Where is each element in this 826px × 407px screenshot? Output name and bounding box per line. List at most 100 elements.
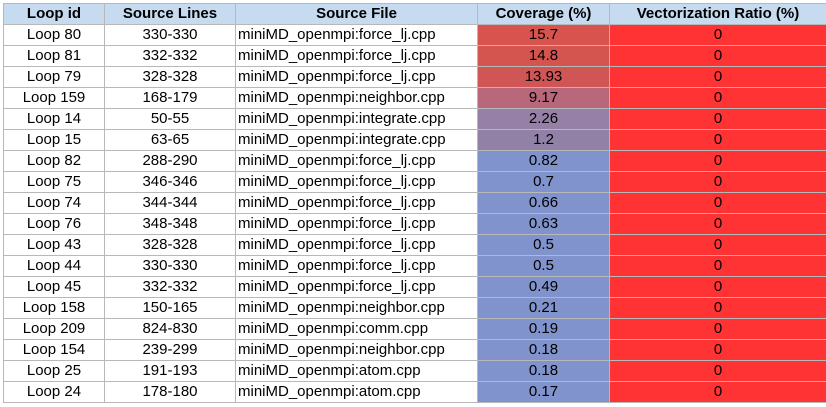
cell-source-lines: 332-332 xyxy=(105,46,236,67)
cell-source-file: miniMD_openmpi:force_lj.cpp xyxy=(236,25,478,46)
cell-loop-id: Loop 82 xyxy=(4,151,105,172)
cell-source-lines: 332-332 xyxy=(105,277,236,298)
cell-loop-id: Loop 45 xyxy=(4,277,105,298)
cell-source-lines: 239-299 xyxy=(105,340,236,361)
header-loop-id[interactable]: Loop id xyxy=(4,4,105,25)
cell-loop-id: Loop 209 xyxy=(4,319,105,340)
cell-vectorization-ratio: 0 xyxy=(610,319,826,340)
cell-source-lines: 191-193 xyxy=(105,361,236,382)
cell-source-lines: 50-55 xyxy=(105,109,236,130)
cell-source-file: miniMD_openmpi:force_lj.cpp xyxy=(236,214,478,235)
cell-source-file: miniMD_openmpi:integrate.cpp xyxy=(236,130,478,151)
cell-loop-id: Loop 24 xyxy=(4,382,105,403)
cell-vectorization-ratio: 0 xyxy=(610,172,826,193)
cell-loop-id: Loop 79 xyxy=(4,67,105,88)
cell-coverage: 1.2 xyxy=(478,130,610,151)
cell-source-file: miniMD_openmpi:integrate.cpp xyxy=(236,109,478,130)
header-source-lines[interactable]: Source Lines xyxy=(105,4,236,25)
cell-source-lines: 63-65 xyxy=(105,130,236,151)
cell-source-file: miniMD_openmpi:force_lj.cpp xyxy=(236,151,478,172)
cell-source-file: miniMD_openmpi:force_lj.cpp xyxy=(236,67,478,88)
cell-source-lines: 150-165 xyxy=(105,298,236,319)
cell-source-lines: 178-180 xyxy=(105,382,236,403)
cell-coverage: 0.7 xyxy=(478,172,610,193)
cell-source-file: miniMD_openmpi:atom.cpp xyxy=(236,361,478,382)
cell-source-lines: 348-348 xyxy=(105,214,236,235)
cell-source-file: miniMD_openmpi:force_lj.cpp xyxy=(236,172,478,193)
cell-source-file: miniMD_openmpi:neighbor.cpp xyxy=(236,298,478,319)
cell-source-lines: 330-330 xyxy=(105,25,236,46)
cell-coverage: 0.19 xyxy=(478,319,610,340)
cell-loop-id: Loop 14 xyxy=(4,109,105,130)
cell-loop-id: Loop 76 xyxy=(4,214,105,235)
cell-vectorization-ratio: 0 xyxy=(610,235,826,256)
cell-coverage: 0.63 xyxy=(478,214,610,235)
header-vectorization-ratio[interactable]: Vectorization Ratio (%) xyxy=(610,4,826,25)
cell-source-lines: 346-346 xyxy=(105,172,236,193)
header-row: Loop id Source Lines Source File Coverag… xyxy=(4,4,826,25)
cell-coverage: 0.21 xyxy=(478,298,610,319)
cell-loop-id: Loop 158 xyxy=(4,298,105,319)
cell-coverage: 0.82 xyxy=(478,151,610,172)
cell-loop-id: Loop 159 xyxy=(4,88,105,109)
cell-loop-id: Loop 75 xyxy=(4,172,105,193)
cell-source-lines: 344-344 xyxy=(105,193,236,214)
cell-coverage: 14.8 xyxy=(478,46,610,67)
cell-vectorization-ratio: 0 xyxy=(610,130,826,151)
cell-loop-id: Loop 154 xyxy=(4,340,105,361)
cell-source-file: miniMD_openmpi:comm.cpp xyxy=(236,319,478,340)
cell-vectorization-ratio: 0 xyxy=(610,340,826,361)
cell-source-lines: 328-328 xyxy=(105,235,236,256)
cell-loop-id: Loop 74 xyxy=(4,193,105,214)
header-source-file[interactable]: Source File xyxy=(236,4,478,25)
cell-source-file: miniMD_openmpi:neighbor.cpp xyxy=(236,88,478,109)
cell-vectorization-ratio: 0 xyxy=(610,46,826,67)
cell-coverage: 0.17 xyxy=(478,382,610,403)
cell-coverage: 0.18 xyxy=(478,361,610,382)
cell-source-file: miniMD_openmpi:atom.cpp xyxy=(236,382,478,403)
cell-source-file: miniMD_openmpi:force_lj.cpp xyxy=(236,193,478,214)
cell-vectorization-ratio: 0 xyxy=(610,214,826,235)
cell-loop-id: Loop 43 xyxy=(4,235,105,256)
cell-vectorization-ratio: 0 xyxy=(610,88,826,109)
cell-vectorization-ratio: 0 xyxy=(610,25,826,46)
cell-loop-id: Loop 44 xyxy=(4,256,105,277)
cell-loop-id: Loop 25 xyxy=(4,361,105,382)
header-coverage[interactable]: Coverage (%) xyxy=(478,4,610,25)
cell-source-lines: 824-830 xyxy=(105,319,236,340)
cell-coverage: 2.26 xyxy=(478,109,610,130)
cell-source-file: miniMD_openmpi:force_lj.cpp xyxy=(236,46,478,67)
cell-coverage: 0.66 xyxy=(478,193,610,214)
cell-vectorization-ratio: 0 xyxy=(610,256,826,277)
loop-coverage-table: Loop id Source Lines Source File Coverag… xyxy=(3,3,826,403)
cell-loop-id: Loop 81 xyxy=(4,46,105,67)
cell-loop-id: Loop 15 xyxy=(4,130,105,151)
cell-vectorization-ratio: 0 xyxy=(610,298,826,319)
cell-coverage: 0.49 xyxy=(478,277,610,298)
cell-vectorization-ratio: 0 xyxy=(610,151,826,172)
cell-coverage: 0.5 xyxy=(478,256,610,277)
cell-source-file: miniMD_openmpi:force_lj.cpp xyxy=(236,235,478,256)
cell-loop-id: Loop 80 xyxy=(4,25,105,46)
cell-vectorization-ratio: 0 xyxy=(610,109,826,130)
cell-source-lines: 288-290 xyxy=(105,151,236,172)
cell-source-lines: 328-328 xyxy=(105,67,236,88)
